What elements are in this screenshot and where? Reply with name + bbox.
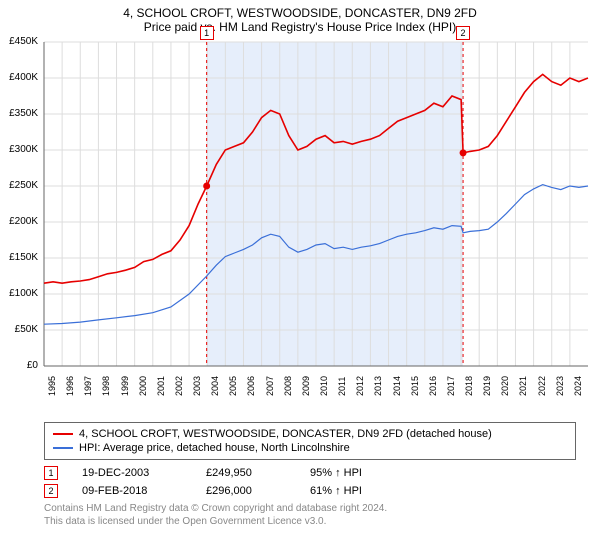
sale-price: £296,000 (206, 485, 286, 497)
footer-line-1: Contains HM Land Registry data © Crown c… (44, 502, 576, 515)
x-axis-label: 1998 (101, 376, 111, 396)
x-axis-label: 2024 (573, 376, 583, 396)
legend-swatch (53, 433, 73, 435)
x-axis-label: 2021 (518, 376, 528, 396)
y-axis-label: £200K (2, 216, 38, 227)
x-axis-label: 2001 (156, 376, 166, 396)
x-axis-label: 2023 (555, 376, 565, 396)
legend-box: 4, SCHOOL CROFT, WESTWOODSIDE, DONCASTER… (44, 422, 576, 460)
x-axis-label: 2000 (138, 376, 148, 396)
x-axis-label: 2018 (464, 376, 474, 396)
title-line-1: 4, SCHOOL CROFT, WESTWOODSIDE, DONCASTER… (0, 6, 600, 20)
legend-item: HPI: Average price, detached house, Nort… (53, 441, 567, 455)
sale-marker-box: 2 (44, 484, 58, 498)
x-axis-label: 2005 (228, 376, 238, 396)
x-axis-label: 2007 (265, 376, 275, 396)
price-chart-svg (0, 36, 600, 416)
x-axis-label: 2008 (283, 376, 293, 396)
x-axis-label: 2009 (301, 376, 311, 396)
sale-pct: 61% ↑ HPI (310, 485, 400, 497)
y-axis-label: £50K (2, 324, 38, 335)
x-axis-label: 2002 (174, 376, 184, 396)
sale-row: 2 09-FEB-2018 £296,000 61% ↑ HPI (44, 482, 576, 500)
sale-date: 19-DEC-2003 (82, 467, 182, 479)
x-axis-label: 2006 (246, 376, 256, 396)
footer-line-2: This data is licensed under the Open Gov… (44, 515, 576, 528)
x-axis-label: 1996 (65, 376, 75, 396)
y-axis-label: £450K (2, 36, 38, 47)
chart-title-block: 4, SCHOOL CROFT, WESTWOODSIDE, DONCASTER… (0, 0, 600, 36)
y-axis-label: £0 (2, 360, 38, 371)
x-axis-label: 2012 (355, 376, 365, 396)
x-axis-label: 2014 (392, 376, 402, 396)
x-axis-label: 1995 (47, 376, 57, 396)
sale-row: 1 19-DEC-2003 £249,950 95% ↑ HPI (44, 464, 576, 482)
x-axis-label: 2017 (446, 376, 456, 396)
y-axis-label: £150K (2, 252, 38, 263)
x-axis-label: 2015 (410, 376, 420, 396)
x-axis-label: 1997 (83, 376, 93, 396)
sale-price: £249,950 (206, 467, 286, 479)
legend-label: HPI: Average price, detached house, Nort… (79, 442, 350, 454)
sale-marker-box: 1 (44, 466, 58, 480)
sale-marker-2: 2 (456, 26, 470, 40)
title-line-2: Price paid vs. HM Land Registry's House … (0, 20, 600, 34)
y-axis-label: £250K (2, 180, 38, 191)
x-axis-label: 2016 (428, 376, 438, 396)
x-axis-label: 2013 (373, 376, 383, 396)
sale-marker-1: 1 (200, 26, 214, 40)
x-axis-label: 1999 (120, 376, 130, 396)
legend-item: 4, SCHOOL CROFT, WESTWOODSIDE, DONCASTER… (53, 427, 567, 441)
y-axis-label: £400K (2, 72, 38, 83)
x-axis-label: 2019 (482, 376, 492, 396)
x-axis-label: 2020 (500, 376, 510, 396)
legend-swatch (53, 447, 73, 449)
chart-area: £0 £50K £100K £150K £200K £250K £300K £350K £400… (0, 36, 600, 416)
sale-pct: 95% ↑ HPI (310, 467, 400, 479)
x-axis-label: 2011 (337, 377, 347, 396)
x-axis-label: 2022 (537, 376, 547, 396)
x-axis-label: 2010 (319, 376, 329, 396)
x-axis-label: 2004 (210, 376, 220, 396)
y-axis-label: £300K (2, 144, 38, 155)
sale-date: 09-FEB-2018 (82, 485, 182, 497)
x-axis-label: 2003 (192, 376, 202, 396)
y-axis-label: £100K (2, 288, 38, 299)
footer-attribution: Contains HM Land Registry data © Crown c… (44, 502, 576, 528)
legend-label: 4, SCHOOL CROFT, WESTWOODSIDE, DONCASTER… (79, 428, 492, 440)
sales-table: 1 19-DEC-2003 £249,950 95% ↑ HPI 2 09-FEB-201… (44, 464, 576, 500)
y-axis-label: £350K (2, 108, 38, 119)
